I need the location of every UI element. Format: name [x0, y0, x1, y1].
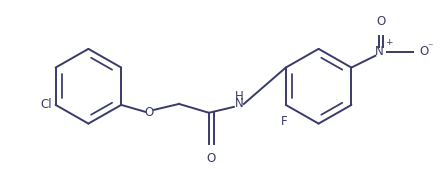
Text: O: O	[206, 152, 215, 165]
Text: O: O	[145, 106, 154, 119]
Text: Cl: Cl	[40, 98, 52, 111]
Text: N: N	[375, 45, 384, 58]
Text: ⁻: ⁻	[427, 42, 433, 52]
Text: F: F	[281, 115, 287, 128]
Text: +: +	[385, 38, 393, 47]
Text: O: O	[419, 45, 429, 58]
Text: N: N	[235, 98, 243, 110]
Text: H: H	[235, 90, 243, 103]
Text: O: O	[377, 15, 386, 28]
